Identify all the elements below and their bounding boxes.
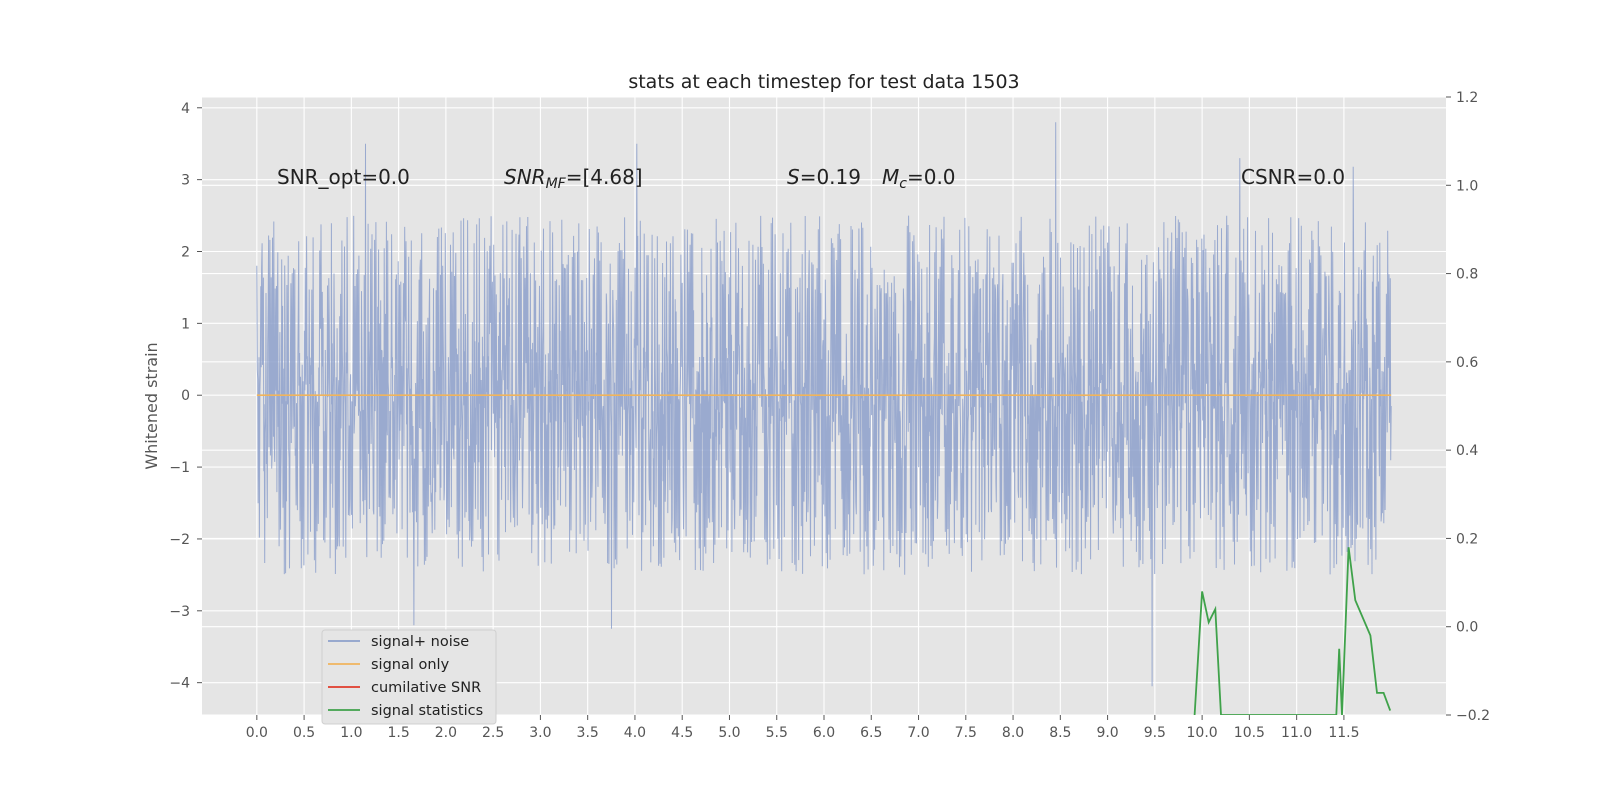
y-axis-label: Whitened strain [142, 342, 161, 469]
y-tick-label: −2 [169, 532, 190, 548]
legend-label-signal-noise: signal+ noise [371, 634, 469, 650]
x-tick-label: 8.0 [1002, 725, 1024, 741]
x-tick-label: 2.0 [435, 725, 457, 741]
s-symbol: S [787, 165, 800, 189]
y-tick-label: 2 [181, 245, 190, 261]
legend-box [321, 629, 497, 725]
x-tick-label: 3.5 [577, 725, 599, 741]
x-tick-label: 10.0 [1187, 725, 1218, 741]
y2-tick-label: 0.8 [1456, 267, 1478, 283]
y-tick-label: −3 [169, 604, 190, 620]
y2-tick-label: 0.6 [1456, 355, 1478, 371]
annotation-csnr: CSNR=0.0 [1241, 165, 1345, 189]
annotation-s: S=0.19 [787, 165, 861, 189]
x-tick-label: 10.5 [1234, 725, 1265, 741]
x-tick-label: 0.5 [293, 725, 315, 741]
y-tick-label: −4 [169, 676, 190, 692]
x-tick-label: 6.5 [860, 725, 882, 741]
snr-mf-value: =[4.68] [566, 165, 643, 189]
x-tick-label: 4.0 [624, 725, 646, 741]
x-axis: 0.0 0.5 1.0 1.5 2.0 2.5 3.0 3.5 4.0 4.5 5.0 5.5 6.0 6… [246, 715, 1359, 741]
x-tick-label: 9.0 [1096, 725, 1118, 741]
x-tick-label: 5.5 [766, 725, 788, 741]
x-tick-label: 4.5 [671, 725, 693, 741]
x-tick-label: 2.5 [482, 725, 504, 741]
y-tick-label: 1 [181, 316, 190, 332]
series-signal-statistics-line [1193, 547, 1392, 715]
x-tick-label: 6.0 [813, 725, 835, 741]
annotation-snr-opt: SNR_opt=0.0 [277, 165, 410, 189]
mc-symbol: M [882, 165, 899, 189]
y-tick-label: −1 [169, 460, 190, 476]
y2-tick-label: 1.0 [1456, 178, 1478, 194]
x-tick-label: 5.0 [718, 725, 740, 741]
x-tick-label: 1.0 [340, 725, 362, 741]
y2-tick-label: 1.2 [1456, 90, 1478, 106]
x-tick-label: 9.5 [1144, 725, 1166, 741]
legend-label-signal-statistics: signal statistics [371, 703, 483, 719]
x-tick-label: 7.0 [907, 725, 929, 741]
y-tick-label: 4 [181, 101, 190, 117]
y-tick-label: 0 [181, 388, 190, 404]
annotation-mc: Mc=0.0 [882, 165, 956, 192]
right-axis: 1.2 1.0 0.8 0.6 0.4 0.2 0.0 −0.2 [1446, 90, 1490, 724]
x-tick-label: 7.5 [955, 725, 977, 741]
s-value: =0.19 [800, 165, 861, 189]
series-layer [256, 122, 1392, 715]
y-tick-label: 3 [181, 173, 190, 189]
x-tick-label: 8.5 [1049, 725, 1071, 741]
snr-mf-prefix: SNR [504, 165, 546, 189]
legend-label-cumulative-snr: cumilative SNR [371, 680, 481, 696]
x-tick-label: 3.0 [529, 725, 551, 741]
y2-tick-label: 0.0 [1456, 620, 1478, 636]
mc-sub: c [899, 176, 907, 192]
x-tick-label: 11.0 [1281, 725, 1312, 741]
snr-mf-sub: MF [546, 176, 567, 192]
left-axis: 4 3 2 1 0 −1 −2 −3 −4 [169, 101, 202, 692]
x-tick-label: 11.5 [1328, 725, 1359, 741]
y2-tick-label: −0.2 [1456, 708, 1490, 724]
x-tick-label: 0.0 [246, 725, 268, 741]
x-tick-label: 1.5 [387, 725, 409, 741]
y2-tick-label: 0.4 [1456, 443, 1478, 459]
y2-tick-label: 0.2 [1456, 531, 1478, 547]
annotation-snr-mf: SNRMF=[4.68] [504, 165, 643, 192]
chart-title: stats at each timestep for test data 150… [628, 71, 1019, 93]
mc-value: =0.0 [907, 165, 956, 189]
series-signal-noise-line [256, 122, 1392, 687]
legend: signal+ noise signal only cumilative SNR… [321, 629, 497, 725]
legend-label-signal-only: signal only [371, 657, 450, 673]
